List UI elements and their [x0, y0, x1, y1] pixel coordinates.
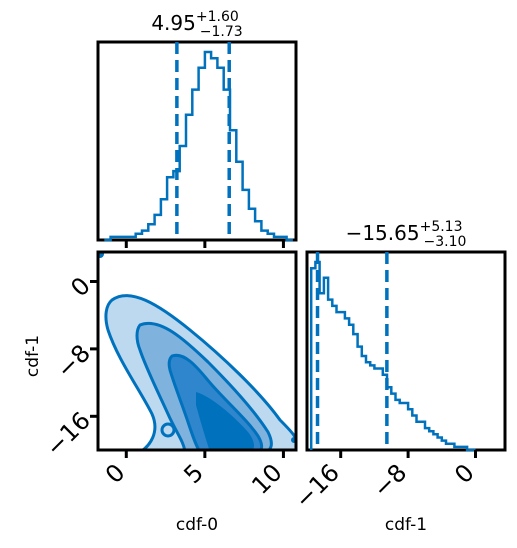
xtick-label: −8: [368, 458, 413, 503]
xticks-cdf0-top: [124, 240, 285, 248]
ytick-label: −8: [51, 339, 96, 384]
contour-core: [196, 392, 254, 450]
panel-frame: [96, 250, 298, 452]
panel-frame: [96, 40, 298, 242]
xtick-label: 5: [178, 458, 209, 489]
xtick-label: 0: [449, 458, 480, 489]
ytick-label: 0: [65, 272, 96, 303]
xtick-label: −16: [289, 458, 345, 514]
panel-cdf0-histogram: 4.95+1.60 −1.73: [96, 9, 298, 248]
xticks-cdf0: 0 5 10: [100, 450, 288, 500]
histogram-cdf0: [104, 50, 293, 242]
xtick-label: 10: [246, 458, 287, 499]
xlabel-cdf0: cdf-0: [176, 515, 218, 535]
xlabel-cdf1: cdf-1: [385, 515, 427, 535]
xticks-cdf1: −16 −8 0: [289, 450, 480, 514]
ytick-label: −16: [40, 406, 96, 462]
title-cdf0: 4.95+1.60 −1.73: [151, 9, 242, 40]
panel-cdf0-cdf1-contour: 0 5 10 0 −8 −16 cdf-0 cdf-1: [23, 250, 298, 535]
ylabel-cdf1: cdf-1: [23, 335, 43, 377]
panel-cdf1-histogram: −16 −8 0 cdf-1 −15.65+5.13 −3.10: [289, 219, 507, 535]
quantile-lines-cdf0: [175, 42, 231, 240]
quantile-lines-cdf1: [315, 252, 389, 450]
contour-island: [160, 422, 176, 438]
title-cdf1: −15.65+5.13 −3.10: [346, 219, 467, 250]
panel-frame: [305, 250, 507, 452]
xtick-label: 0: [100, 458, 131, 489]
yticks-cdf1: 0 −8 −16: [40, 272, 98, 462]
